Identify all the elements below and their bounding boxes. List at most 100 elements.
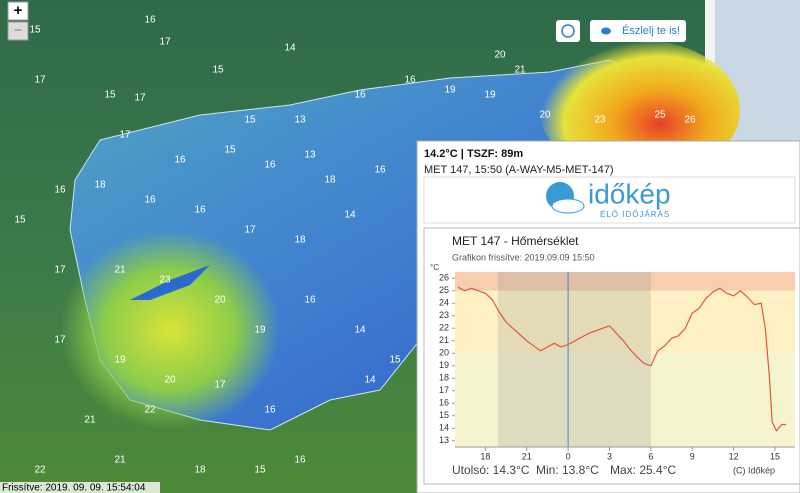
station-reading: 18 bbox=[324, 175, 336, 186]
band-mild bbox=[455, 353, 795, 447]
y-tick-label: 20 bbox=[439, 348, 449, 358]
station-reading: 25 bbox=[654, 110, 666, 121]
station-reading: 13 bbox=[294, 115, 306, 126]
report-button[interactable] bbox=[590, 20, 686, 42]
station-reading: 21 bbox=[84, 415, 96, 426]
station-reading: 17 bbox=[159, 37, 171, 48]
station-reading: 20 bbox=[214, 295, 226, 306]
station-reading: 17 bbox=[244, 225, 256, 236]
station-reading: 16 bbox=[304, 295, 316, 306]
station-reading: 17 bbox=[34, 75, 46, 86]
zoom-in[interactable] bbox=[7, 1, 29, 21]
station-reading: 15 bbox=[14, 215, 26, 226]
station-reading: 16 bbox=[144, 195, 156, 206]
station-reading: 15 bbox=[29, 25, 41, 36]
station-reading: 16 bbox=[174, 155, 186, 166]
station-reading: 14 bbox=[284, 43, 296, 54]
x-tick-label: 0 bbox=[566, 451, 571, 461]
stat-label: Min: 13.8°C bbox=[536, 463, 599, 477]
station-reading: 16 bbox=[404, 75, 416, 86]
station-reading: 23 bbox=[594, 115, 606, 126]
logo-box bbox=[423, 176, 796, 224]
lake bbox=[130, 265, 210, 300]
station-reading: 19 bbox=[114, 355, 126, 366]
y-tick-label: 21 bbox=[439, 335, 449, 345]
station-reading: 19 bbox=[484, 90, 496, 101]
y-tick-label: 22 bbox=[439, 323, 449, 333]
x-tick-label: 21 bbox=[522, 451, 532, 461]
station-reading: 15 bbox=[212, 65, 224, 76]
updated-text: Frissítve: 2019. 09. 09. 15:54:04 bbox=[2, 483, 146, 493]
station-reading: 15 bbox=[244, 115, 256, 126]
y-unit: °C bbox=[430, 263, 439, 272]
station-reading: 21 bbox=[514, 65, 526, 76]
station-reading: 15 bbox=[254, 465, 266, 476]
updated-bg bbox=[0, 482, 160, 493]
popup-reading: 14.2°C | TSZF: 89m bbox=[424, 148, 523, 160]
y-tick-label: 13 bbox=[439, 435, 449, 445]
station-reading: 20 bbox=[164, 375, 176, 386]
station-reading: 21 bbox=[114, 455, 126, 466]
chart: 13 14 15 16 17 18 19 20 21 22 23 24 25 26 18 21 0 3 6 9 12 15… bbox=[439, 272, 795, 477]
station-reading: 17 bbox=[134, 93, 146, 104]
x-tick-label: 3 bbox=[607, 451, 612, 461]
y-tick-label: 15 bbox=[439, 410, 449, 420]
station-reading: 14 bbox=[344, 210, 356, 221]
x-tick-label: 15 bbox=[770, 451, 780, 461]
station-reading: 14 bbox=[354, 325, 366, 336]
station-reading: 17 bbox=[54, 265, 66, 276]
x-tick-label: 12 bbox=[729, 451, 739, 461]
station-reading: 16 bbox=[354, 90, 366, 101]
station-reading: 15 bbox=[104, 90, 116, 101]
station-reading: 18 bbox=[294, 235, 306, 246]
station-reading: 17 bbox=[214, 380, 226, 391]
band-hot bbox=[455, 272, 795, 291]
zoom-controls: + − bbox=[7, 1, 29, 41]
y-tick-label: 18 bbox=[439, 373, 449, 383]
station-labels: 16 15 17 14 15 17 15 17 15 13 16 16 19 19 21 20 20 23 25 26… bbox=[14, 15, 696, 476]
x-tick-label: 6 bbox=[648, 451, 653, 461]
station-reading: 21 bbox=[114, 265, 126, 276]
station-reading: 22 bbox=[34, 465, 46, 476]
station-reading: 18 bbox=[194, 465, 206, 476]
station-reading: 15 bbox=[224, 145, 236, 156]
y-tick-label: 16 bbox=[439, 398, 449, 408]
eye-icon bbox=[601, 27, 611, 35]
locate-icon bbox=[561, 24, 575, 38]
station-reading: 16 bbox=[294, 455, 306, 466]
station-reading: 13 bbox=[304, 150, 316, 161]
chart-subtitle: Grafikon frissítve: 2019.09.09 15:50 bbox=[452, 252, 595, 262]
y-tick-label: 24 bbox=[439, 298, 449, 308]
station-reading: 16 bbox=[264, 405, 276, 416]
zoom-out[interactable] bbox=[7, 21, 29, 41]
station-reading: 20 bbox=[539, 110, 551, 121]
stat-label: Max: 25.4°C bbox=[610, 463, 676, 477]
warm-area bbox=[60, 230, 280, 430]
station-reading: 23 bbox=[159, 275, 171, 286]
y-tick-label: 17 bbox=[439, 385, 449, 395]
locate-box[interactable] bbox=[556, 20, 580, 42]
station-reading: 19 bbox=[254, 325, 266, 336]
y-tick-label: 23 bbox=[439, 310, 449, 320]
station-reading: 17 bbox=[119, 130, 131, 141]
report-label: Észlelj te is! bbox=[622, 24, 680, 37]
logo-cloud bbox=[551, 198, 585, 214]
x-tick-label: 18 bbox=[480, 451, 490, 461]
zoom-out-label: − bbox=[14, 22, 23, 39]
chart-title: MET 147 - Hőmérséklet bbox=[452, 234, 579, 248]
station-reading: 22 bbox=[144, 405, 156, 416]
station-reading: 16 bbox=[54, 185, 66, 196]
station-reading: 19 bbox=[444, 85, 456, 96]
logo-tagline: ÉLŐ IDŐJÁRÁS bbox=[600, 210, 670, 219]
y-tick-label: 25 bbox=[439, 285, 449, 295]
zoom-in-label: + bbox=[14, 2, 23, 19]
station-reading: 15 bbox=[389, 355, 401, 366]
temperature-line bbox=[457, 286, 786, 432]
station-reading: 16 bbox=[374, 165, 386, 176]
station-reading: 16 bbox=[144, 15, 156, 26]
locate-button[interactable] bbox=[556, 20, 580, 42]
night-shade bbox=[497, 272, 651, 447]
logo-text: időkép bbox=[588, 178, 671, 209]
x-tick-label: 9 bbox=[690, 451, 695, 461]
station-reading: 16 bbox=[264, 160, 276, 171]
